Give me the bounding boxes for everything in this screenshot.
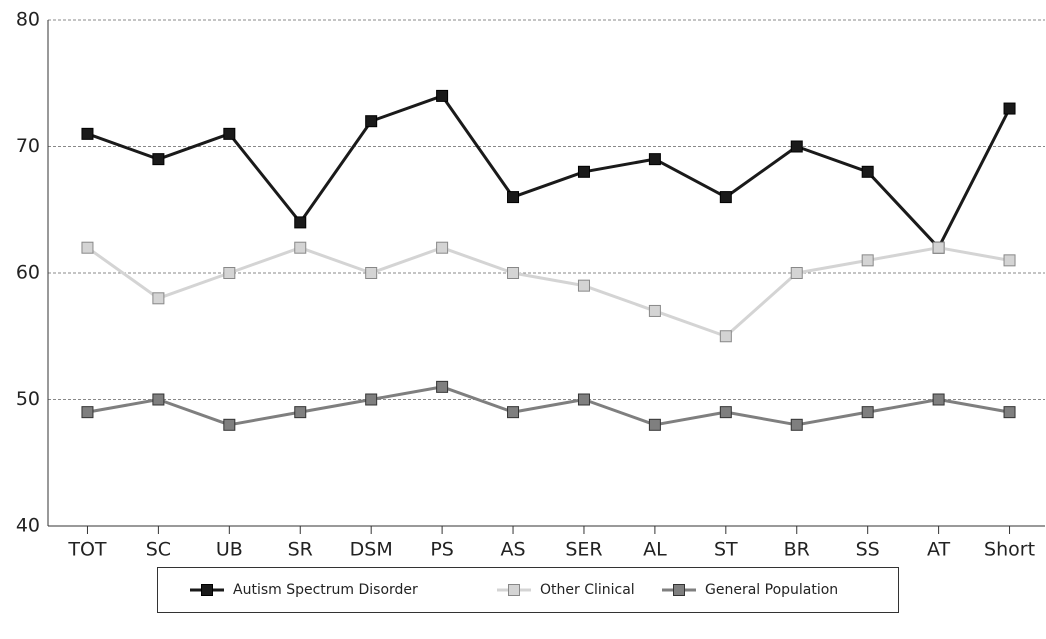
marker xyxy=(861,406,874,419)
marker xyxy=(790,418,803,431)
marker xyxy=(648,304,661,317)
marker xyxy=(790,140,803,153)
x-tick-label: SS xyxy=(856,539,880,561)
y-tick-label: 40 xyxy=(16,515,40,537)
x-tick-label: BR xyxy=(784,539,810,561)
y-tick-label: 50 xyxy=(16,388,40,410)
marker xyxy=(294,216,307,229)
marker xyxy=(436,89,449,102)
marker xyxy=(81,127,94,140)
legend-marker xyxy=(201,584,213,596)
legend-label: Other Clinical xyxy=(540,582,635,598)
marker xyxy=(223,267,236,279)
marker xyxy=(932,241,945,254)
marker xyxy=(152,153,165,166)
marker xyxy=(861,254,874,267)
x-tick-label: ST xyxy=(714,539,738,561)
marker xyxy=(223,127,236,140)
series-line xyxy=(86,94,1011,250)
marker xyxy=(152,393,165,406)
marker xyxy=(152,292,165,305)
marker xyxy=(648,153,661,166)
marker xyxy=(1003,102,1016,115)
marker xyxy=(294,241,307,254)
marker xyxy=(790,267,803,279)
x-tick-label: AL xyxy=(643,539,667,561)
marker xyxy=(365,267,378,279)
x-tick-label: TOT xyxy=(67,539,107,561)
x-tick-label: UB xyxy=(216,539,243,561)
marker xyxy=(719,406,732,419)
legend-marker xyxy=(673,584,685,596)
marker xyxy=(648,418,661,431)
marker xyxy=(577,279,590,292)
marker xyxy=(81,241,94,254)
series-line xyxy=(87,385,1010,427)
y-tick-label: 60 xyxy=(16,262,40,284)
legend-marker xyxy=(508,584,520,596)
marker xyxy=(577,165,590,178)
x-tick-label: AT xyxy=(927,539,951,561)
marker xyxy=(507,191,520,204)
marker xyxy=(507,406,520,419)
marker xyxy=(507,267,520,279)
marker xyxy=(577,393,590,406)
x-tick-label: SER xyxy=(565,539,602,561)
marker xyxy=(719,330,732,343)
marker xyxy=(1003,254,1016,267)
marker xyxy=(81,406,94,419)
marker xyxy=(932,393,945,406)
x-tick-label: AS xyxy=(501,539,526,561)
series-line xyxy=(86,246,1010,338)
marker xyxy=(365,393,378,406)
x-tick-label: DSM xyxy=(350,539,393,561)
marker xyxy=(436,241,449,254)
x-tick-label: SR xyxy=(288,539,313,561)
y-tick-label: 80 xyxy=(16,9,40,31)
y-tick-label: 70 xyxy=(16,135,40,157)
x-tick-label: Short xyxy=(984,539,1035,561)
marker xyxy=(1003,406,1016,419)
marker xyxy=(294,406,307,419)
legend-label: Autism Spectrum Disorder xyxy=(233,582,418,598)
marker xyxy=(436,380,449,393)
marker xyxy=(861,165,874,178)
legend-label: General Population xyxy=(705,582,838,598)
x-tick-label: SC xyxy=(146,539,171,561)
marker xyxy=(223,418,236,431)
x-tick-label: PS xyxy=(430,539,454,561)
marker xyxy=(719,191,732,204)
marker xyxy=(365,115,378,128)
